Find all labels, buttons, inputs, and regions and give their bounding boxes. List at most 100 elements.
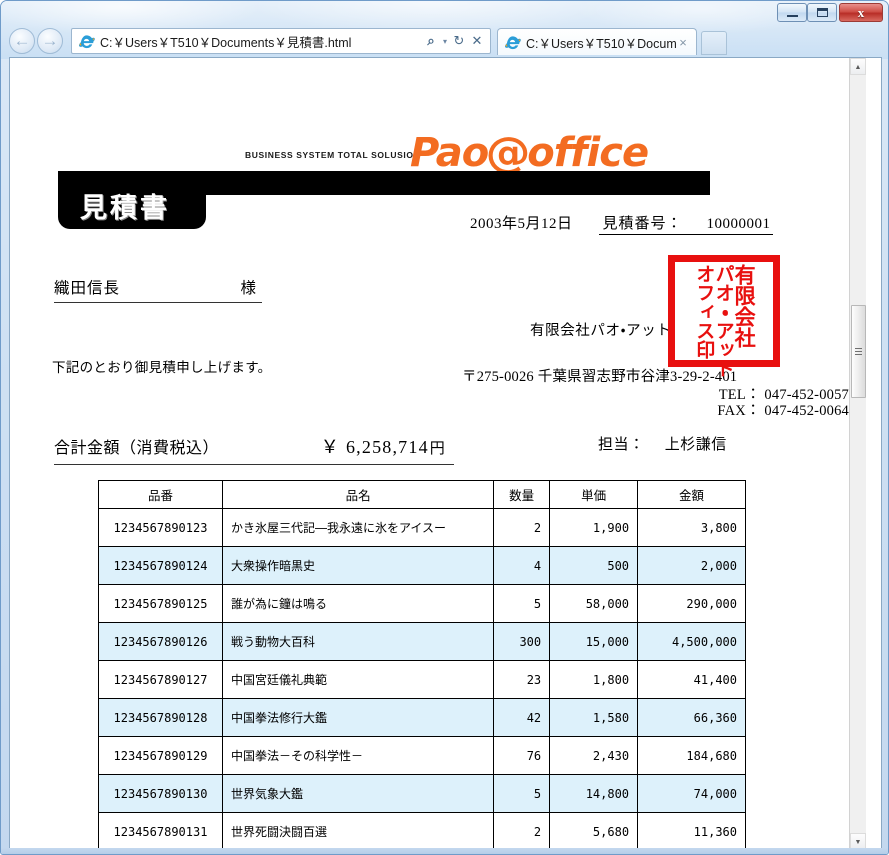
cell-quantity: 42 [493, 698, 551, 737]
column-header-name: 品名 [221, 480, 495, 509]
minimize-button[interactable] [777, 3, 807, 22]
cell-code: 1234567890126 [98, 622, 223, 661]
cell-code: 1234567890130 [98, 774, 223, 813]
cell-price: 500 [549, 546, 639, 585]
cell-code: 1234567890131 [98, 812, 223, 849]
vertical-scrollbar[interactable]: ▲ ▼ [849, 58, 866, 849]
quote-number-value: 10000001 [686, 216, 773, 235]
cell-quantity: 4 [493, 546, 551, 585]
date-and-quote-number-row: 2003年5月12日 見積番号： 10000001 [470, 212, 773, 235]
table-header-row: 品番 品名 数量 単価 金額 [98, 480, 746, 509]
close-icon: x [857, 5, 865, 20]
cell-amount: 184,680 [637, 736, 746, 775]
currency-symbol: ￥ [320, 437, 340, 457]
table-row: 1234567890123 かき氷屋三代記―我永遠に氷をアイスー 2 1,900 3,8… [98, 508, 746, 547]
maximize-button[interactable] [807, 3, 837, 22]
quotation-date: 2003年5月12日 [470, 216, 573, 232]
new-tab-button[interactable] [701, 31, 727, 55]
table-row: 1234567890129 中国拳法－その科学性－ 76 2,430 184,680 [98, 736, 746, 775]
document-title-badge: 見積書 [58, 181, 206, 229]
table-row: 1234567890125 誰が為に鐘は鳴る 5 58,000 290,000 [98, 584, 746, 623]
cell-amount: 11,360 [637, 812, 746, 849]
customer-field: 織田信長 様 [54, 276, 262, 303]
seal-column-left: オフィス印 [693, 264, 716, 359]
cell-name: 戦う動物大百科 [221, 622, 495, 661]
forward-button[interactable]: → [37, 28, 63, 54]
chevron-down-icon: ▼ [854, 837, 862, 846]
pao-office-logo: Pao@office [410, 128, 649, 178]
column-header-code: 品番 [98, 480, 223, 509]
cell-code: 1234567890127 [98, 660, 223, 699]
cell-price: 1,580 [549, 698, 639, 737]
seller-telephone: TEL： 047-452-0057 [718, 387, 849, 403]
cell-name: 中国拳法修行大鑑 [221, 698, 495, 737]
browser-tab[interactable]: C:￥Users￥T510￥Docum... × [497, 28, 697, 55]
back-button[interactable]: ← [9, 28, 35, 54]
total-amount-label: 合計金額（消費税込） [54, 440, 220, 457]
seller-fax: FAX： 047-452-0064 [717, 403, 849, 419]
address-input-text[interactable]: C:￥Users￥T510￥Documents￥見積書.html [100, 35, 352, 50]
quote-number-label: 見積番号： [598, 212, 687, 235]
scrollbar-grip-icon [855, 347, 862, 356]
at-symbol-icon: @ [485, 128, 531, 178]
close-button[interactable]: x [839, 3, 883, 22]
tab-label: C:￥Users￥T510￥Docum... [526, 36, 676, 51]
cell-amount: 41,400 [637, 660, 746, 699]
cell-code: 1234567890125 [98, 584, 223, 623]
cell-amount: 290,000 [637, 584, 746, 623]
stop-icon[interactable]: ✕ [471, 33, 483, 48]
table-row: 1234567890127 中国宮廷儀礼典範 23 1,800 41,400 [98, 660, 746, 699]
seller-address: 〒275-0026 千葉県習志野市谷津3-29-2-401 [462, 369, 738, 385]
seal-column-middle: パオ・アット [712, 264, 735, 378]
page-viewport: BUSINESS SYSTEM TOTAL SOLUSION Pao@offic… [9, 57, 882, 849]
scroll-down-button[interactable]: ▼ [850, 833, 866, 849]
line-items-table: 品番 品名 数量 単価 金額 1234567890123 かき氷屋三代記―我永遠に… [98, 480, 746, 849]
page-title: 見積書 [80, 192, 170, 224]
back-arrow-icon: ← [13, 31, 31, 50]
cell-price: 2,430 [549, 736, 639, 775]
internet-explorer-icon [504, 35, 521, 49]
company-tagline: BUSINESS SYSTEM TOTAL SOLUSION [245, 150, 421, 160]
logo-text-before: Pao [410, 130, 489, 176]
cell-name: 誰が為に鐘は鳴る [221, 584, 495, 623]
cell-code: 1234567890128 [98, 698, 223, 737]
company-seal-stamp: 有限会社 パオ・アット オフィス印 [668, 255, 780, 378]
customer-honorific: 様 [240, 280, 256, 297]
address-bar[interactable]: C:￥Users￥T510￥Documents￥見積書.html ⌕ ▾ ↻ ✕ [71, 28, 491, 54]
cell-name: 中国宮廷儀礼典範 [221, 660, 495, 699]
cell-quantity: 2 [493, 508, 551, 547]
cell-code: 1234567890129 [98, 736, 223, 775]
currency-unit: 円 [429, 441, 446, 457]
total-amount-number: 6,258,714 [345, 437, 429, 457]
cell-price: 14,800 [549, 774, 639, 813]
cell-price: 1,800 [549, 660, 639, 699]
search-icon[interactable]: ⌕ [427, 33, 435, 48]
minimize-icon [786, 14, 798, 17]
table-row: 1234567890126 戦う動物大百科 300 15,000 4,500,000 [98, 622, 746, 661]
total-amount-field: 合計金額（消費税込） ￥ 6,258,714円 [54, 433, 454, 465]
cell-code: 1234567890123 [98, 508, 223, 547]
close-icon[interactable]: × [679, 34, 687, 50]
window-bottom-strip [1, 848, 888, 854]
column-header-quantity: 数量 [493, 480, 551, 509]
forward-arrow-icon: → [41, 31, 59, 50]
internet-explorer-icon [78, 34, 95, 48]
scrollbar-thumb[interactable] [851, 305, 866, 398]
cell-amount: 4,500,000 [637, 622, 746, 661]
customer-name: 織田信長 [54, 280, 121, 297]
cell-quantity: 76 [493, 736, 551, 775]
table-row: 1234567890130 世界気象大鑑 5 14,800 74,000 [98, 774, 746, 813]
cell-quantity: 5 [493, 774, 551, 813]
cell-quantity: 23 [493, 660, 551, 699]
column-header-amount: 金額 [637, 480, 746, 509]
cell-quantity: 5 [493, 584, 551, 623]
maximize-icon [816, 8, 828, 17]
scroll-up-button[interactable]: ▲ [850, 58, 866, 75]
refresh-icon[interactable]: ↻ [453, 33, 465, 48]
chevron-down-icon[interactable]: ▾ [442, 36, 447, 46]
seal-column-right: 有限会社 [732, 264, 757, 348]
cell-amount: 66,360 [637, 698, 746, 737]
cell-price: 1,900 [549, 508, 639, 547]
rendered-document: BUSINESS SYSTEM TOTAL SOLUSION Pao@offic… [10, 58, 866, 849]
